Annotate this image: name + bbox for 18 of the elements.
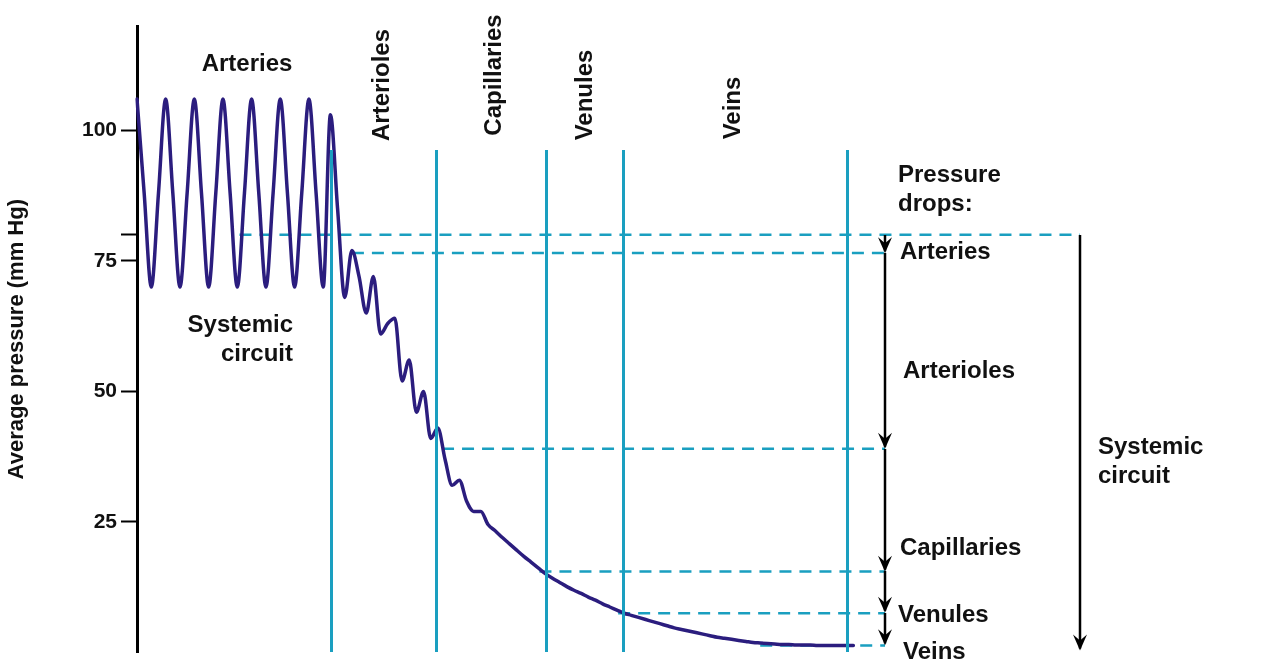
text: Venules bbox=[898, 599, 989, 627]
annotation: Capillaries bbox=[478, 14, 506, 136]
y-axis-title: Average pressure (mm Hg) bbox=[3, 199, 29, 480]
text: Systemic circuit bbox=[1098, 432, 1204, 489]
y-tick-label: 100 bbox=[81, 117, 117, 141]
text: Capillaries bbox=[900, 532, 1022, 560]
annotation: Systemic circuit bbox=[187, 310, 293, 367]
annotation: Arteries bbox=[201, 48, 293, 76]
text: Veins bbox=[903, 636, 966, 664]
annotation: Venules bbox=[569, 49, 597, 141]
annotation: Arterioles bbox=[366, 28, 394, 142]
text: Pressure drops: bbox=[898, 160, 1001, 217]
annotation: Veins bbox=[717, 76, 745, 140]
y-tick-label: 50 bbox=[93, 378, 117, 402]
text: Arterioles bbox=[903, 355, 1016, 383]
text: Arteries bbox=[900, 236, 991, 264]
y-tick-label: 75 bbox=[93, 247, 118, 271]
y-tick-label: 25 bbox=[93, 508, 118, 532]
